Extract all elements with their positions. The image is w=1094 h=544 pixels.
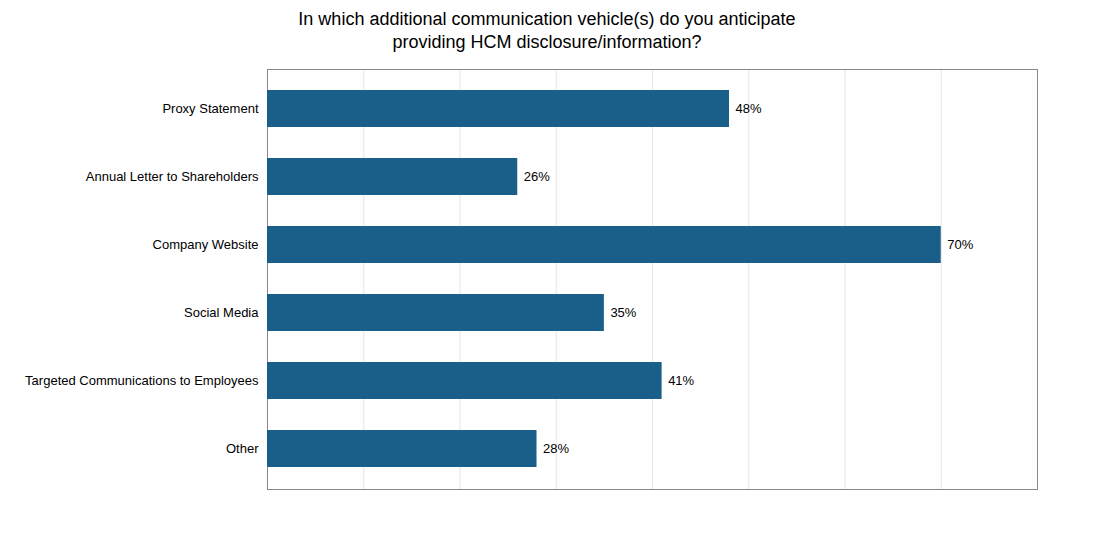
- svg-text:Proxy Statement: Proxy Statement: [162, 101, 258, 116]
- svg-text:26%: 26%: [524, 169, 550, 184]
- html-text:In which additional communicat: In which additional communication vehicl…: [298, 9, 796, 53]
- svg-text:Social Media: Social Media: [184, 305, 259, 320]
- svg-text:28%: 28%: [543, 441, 569, 456]
- svg-text:41%: 41%: [668, 373, 694, 388]
- svg-text:Other: Other: [226, 441, 259, 456]
- svg-text:Company Website: Company Website: [153, 237, 259, 252]
- svg-text:48%: 48%: [736, 101, 762, 116]
- svg-text:Annual Letter to Shareholders: Annual Letter to Shareholders: [86, 169, 259, 184]
- svg-text:70%: 70%: [947, 237, 973, 252]
- svg-text:Targeted Communications to Emp: Targeted Communications to Employees: [25, 373, 259, 388]
- svg-text:35%: 35%: [610, 305, 636, 320]
